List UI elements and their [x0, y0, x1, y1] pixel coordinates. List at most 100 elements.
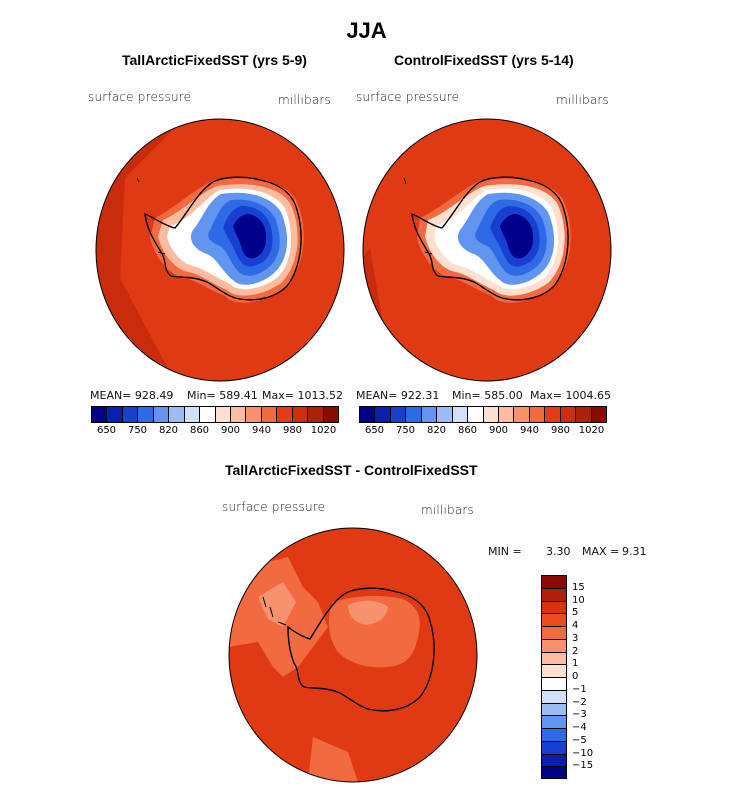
right-colorbar-swatch [437, 407, 453, 422]
left-colorbar-swatch [153, 407, 170, 422]
left-colorbar-label: 940 [251, 425, 272, 436]
right-colorbar-swatch [468, 407, 484, 422]
diff-colorbar-swatch [541, 753, 567, 767]
left-colorbar-swatch [184, 407, 201, 422]
right-colorbar-swatch [576, 407, 592, 422]
right-colorbar-swatch [406, 407, 422, 422]
diff-colorbar-swatch [541, 715, 567, 728]
left-colorbar-swatch [292, 407, 309, 422]
left-stats-mean: MEAN= 928.49 [90, 389, 174, 402]
right-colorbar-swatch [360, 407, 376, 422]
diff-panel-title: TallArcticFixedSST - ControlFixedSST [225, 462, 478, 478]
right-colorbar-label: 860 [457, 425, 478, 436]
diff-colorbar-swatch [541, 626, 567, 639]
right-colorbar-label: 1020 [578, 425, 605, 436]
diff-colorbar-label: −3 [572, 709, 587, 721]
right-colorbar-swatch [591, 407, 606, 422]
diff-colorbar-swatch [541, 740, 567, 754]
left-colorbar-label: 650 [96, 425, 117, 436]
right-colorbar-swatch [529, 407, 546, 422]
diff-colorbar-label: −4 [572, 722, 587, 733]
diff-colorbar-label: −10 [572, 747, 594, 759]
diff-colorbar-swatch [541, 702, 567, 716]
right-colorbar-label: 900 [488, 425, 509, 436]
left-colorbar [91, 406, 339, 423]
right-stats-mean: MEAN= 922.31 [356, 389, 440, 402]
diff-colorbar-swatch [541, 600, 567, 614]
diff-colorbar-swatch [541, 766, 567, 779]
left-stats-min: Min= 589.41 [187, 389, 258, 402]
diff-colorbar-label: 3 [572, 632, 579, 644]
diff-colorbar-labels: 15 10 5 4 3 2 1 0 −1 −2 −3 −4 −5 −10 −15 [572, 575, 612, 779]
left-colorbar-label: 750 [127, 425, 148, 436]
left-colorbar-label: 820 [158, 425, 179, 436]
right-colorbar-swatch [390, 407, 407, 422]
right-stats-min: Min= 585.00 [452, 389, 523, 402]
left-colorbar-swatch [169, 407, 185, 422]
left-colorbar-label: 900 [220, 425, 241, 436]
right-colorbar-labels: 650 750 820 860 900 940 980 1020 [359, 425, 619, 439]
left-colorbar-swatch [122, 407, 139, 422]
right-colorbar-swatch [375, 407, 391, 422]
diff-colorbar-label: 2 [572, 645, 579, 657]
diff-colorbar-label: 4 [572, 620, 579, 631]
left-colorbar-swatch [277, 407, 293, 422]
diff-colorbar [541, 575, 567, 779]
diff-colorbar-label: 1 [572, 658, 579, 670]
diff-units-label: millibars [421, 503, 474, 517]
right-colorbar-swatch [452, 407, 469, 422]
diff-min-value: 3.30 [546, 545, 571, 558]
right-colorbar-swatch [514, 407, 530, 422]
right-colorbar-label: 650 [364, 425, 385, 436]
diff-colorbar-swatch [541, 613, 567, 626]
right-colorbar-swatch [421, 407, 438, 422]
right-colorbar-label: 940 [519, 425, 540, 436]
figure-title: JJA [346, 18, 387, 43]
diff-variable-label: surface pressure [222, 500, 326, 514]
diff-polar-map [228, 527, 478, 783]
left-colorbar-swatch [92, 407, 108, 422]
left-polar-map [95, 118, 345, 382]
left-colorbar-swatch [138, 407, 154, 422]
left-colorbar-swatch [107, 407, 123, 422]
diff-colorbar-swatch [541, 587, 567, 601]
diff-max-value: 9.31 [622, 545, 647, 558]
diff-colorbar-swatch [541, 689, 567, 703]
left-colorbar-label: 860 [189, 425, 210, 436]
left-colorbar-label: 980 [282, 425, 303, 436]
diff-colorbar-label: −1 [572, 683, 587, 695]
left-colorbar-swatch [308, 407, 324, 422]
diff-colorbar-label: −15 [572, 760, 594, 772]
left-variable-label: surface pressure [88, 90, 192, 104]
diff-colorbar-label: 5 [572, 607, 579, 619]
right-panel-title: ControlFixedSST (yrs 5-14) [394, 52, 574, 68]
right-units-label: millibars [556, 93, 609, 107]
right-colorbar-label: 980 [550, 425, 571, 436]
right-variable-label: surface pressure [356, 90, 460, 104]
left-units-label: millibars [278, 93, 331, 107]
diff-min-label: MIN = [488, 545, 522, 558]
right-polar-map [362, 118, 612, 382]
right-stats-max: Max= 1004.65 [530, 389, 611, 402]
left-colorbar-swatch [246, 407, 262, 422]
diff-colorbar-swatch [541, 638, 567, 652]
right-colorbar-label: 820 [426, 425, 447, 436]
right-colorbar [359, 406, 607, 423]
diff-colorbar-swatch [541, 728, 567, 741]
diff-colorbar-swatch [541, 651, 567, 665]
left-colorbar-swatch [200, 407, 216, 422]
left-panel-title: TallArcticFixedSST (yrs 5-9) [122, 52, 307, 68]
left-colorbar-swatch [230, 407, 247, 422]
left-stats-max: Max= 1013.52 [262, 389, 343, 402]
right-colorbar-swatch [483, 407, 499, 422]
left-colorbar-swatch [261, 407, 278, 422]
diff-colorbar-label: 0 [572, 671, 579, 682]
left-colorbar-swatch [323, 407, 338, 422]
right-colorbar-swatch [498, 407, 515, 422]
left-colorbar-labels: 650 750 820 860 900 940 980 1020 [91, 425, 351, 439]
diff-colorbar-label: 10 [572, 594, 585, 606]
diff-colorbar-label: −2 [572, 696, 587, 708]
right-colorbar-swatch [545, 407, 561, 422]
left-colorbar-swatch [215, 407, 231, 422]
diff-colorbar-label: −5 [572, 734, 587, 746]
